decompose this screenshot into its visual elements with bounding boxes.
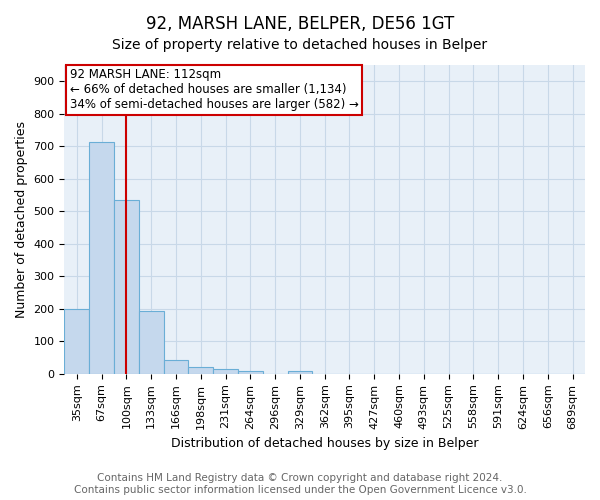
X-axis label: Distribution of detached houses by size in Belper: Distribution of detached houses by size …: [171, 437, 478, 450]
Text: Size of property relative to detached houses in Belper: Size of property relative to detached ho…: [112, 38, 488, 52]
Bar: [139, 311, 164, 374]
Text: 92 MARSH LANE: 112sqm
← 66% of detached houses are smaller (1,134)
34% of semi-d: 92 MARSH LANE: 112sqm ← 66% of detached …: [70, 68, 358, 111]
Bar: [89, 142, 114, 374]
Bar: [188, 368, 213, 374]
Bar: [64, 309, 89, 374]
Bar: [213, 370, 238, 374]
Text: 92, MARSH LANE, BELPER, DE56 1GT: 92, MARSH LANE, BELPER, DE56 1GT: [146, 15, 454, 33]
Bar: [164, 360, 188, 374]
Bar: [238, 370, 263, 374]
Bar: [287, 371, 313, 374]
Y-axis label: Number of detached properties: Number of detached properties: [15, 121, 28, 318]
Bar: [114, 200, 139, 374]
Text: Contains HM Land Registry data © Crown copyright and database right 2024.
Contai: Contains HM Land Registry data © Crown c…: [74, 474, 526, 495]
